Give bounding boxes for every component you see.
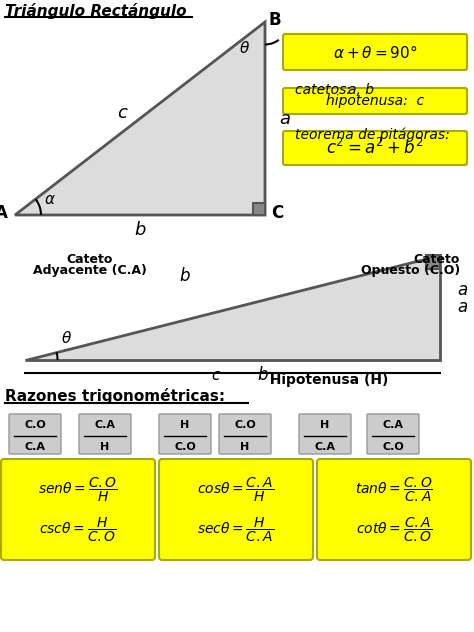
Text: a: a xyxy=(457,298,467,317)
Text: C.O: C.O xyxy=(24,420,46,430)
Text: Cateto: Cateto xyxy=(414,253,460,266)
Text: $cot\theta = \dfrac{C.A}{C.O}$: $cot\theta = \dfrac{C.A}{C.O}$ xyxy=(356,516,432,544)
FancyBboxPatch shape xyxy=(283,131,467,165)
Polygon shape xyxy=(15,22,265,215)
Text: Adyacente (C.A): Adyacente (C.A) xyxy=(33,264,147,277)
FancyBboxPatch shape xyxy=(159,459,313,560)
Text: H: H xyxy=(100,442,109,452)
Text: C.A: C.A xyxy=(94,420,116,430)
Text: C.A: C.A xyxy=(383,420,403,430)
Text: $tan\theta = \dfrac{C.O}{C.A}$: $tan\theta = \dfrac{C.O}{C.A}$ xyxy=(355,476,433,504)
Text: $csc\theta = \dfrac{H}{C.O}$: $csc\theta = \dfrac{H}{C.O}$ xyxy=(39,516,117,544)
Text: $\theta$: $\theta$ xyxy=(239,40,251,56)
FancyBboxPatch shape xyxy=(283,34,467,70)
Text: hipotenusa:  c: hipotenusa: c xyxy=(326,94,424,108)
Text: C.A: C.A xyxy=(315,442,336,452)
Text: a: a xyxy=(280,109,291,128)
FancyBboxPatch shape xyxy=(317,459,471,560)
Text: C.A: C.A xyxy=(25,442,46,452)
Text: A: A xyxy=(0,204,8,222)
Text: Opuesto (C.O): Opuesto (C.O) xyxy=(361,264,460,277)
Text: $c^2 = a^2 + b^2$: $c^2 = a^2 + b^2$ xyxy=(326,138,424,158)
Text: Razones trigonométricas:: Razones trigonométricas: xyxy=(5,388,225,404)
Text: C: C xyxy=(271,204,283,222)
FancyBboxPatch shape xyxy=(283,88,467,114)
FancyBboxPatch shape xyxy=(219,414,271,454)
Text: b: b xyxy=(134,221,146,239)
FancyBboxPatch shape xyxy=(1,459,155,560)
Text: $sen\theta = \dfrac{C.O}{H}$: $sen\theta = \dfrac{C.O}{H}$ xyxy=(38,476,118,504)
Text: H: H xyxy=(240,442,250,452)
Text: C.O: C.O xyxy=(234,420,256,430)
FancyBboxPatch shape xyxy=(159,414,211,454)
Bar xyxy=(426,255,440,269)
Text: C.O: C.O xyxy=(174,442,196,452)
FancyBboxPatch shape xyxy=(9,414,61,454)
Text: Triángulo Rectángulo: Triángulo Rectángulo xyxy=(5,3,187,19)
Text: C.O: C.O xyxy=(382,442,404,452)
Text: $\alpha$: $\alpha$ xyxy=(44,191,56,207)
Text: $cos\theta = \dfrac{C.A}{H}$: $cos\theta = \dfrac{C.A}{H}$ xyxy=(197,476,274,504)
Text: a: a xyxy=(457,281,467,299)
Bar xyxy=(253,203,265,215)
FancyBboxPatch shape xyxy=(367,414,419,454)
Text: b: b xyxy=(257,366,268,384)
Text: H: H xyxy=(320,420,329,430)
Text: c: c xyxy=(211,367,219,382)
Text: a, b: a, b xyxy=(348,83,374,97)
Text: catetos:: catetos: xyxy=(295,83,360,97)
Text: H: H xyxy=(181,420,190,430)
Text: $\alpha + \theta = 90°$: $\alpha + \theta = 90°$ xyxy=(333,44,417,61)
FancyBboxPatch shape xyxy=(299,414,351,454)
Text: Hipotenusa (H): Hipotenusa (H) xyxy=(260,373,388,387)
Text: $sec\theta = \dfrac{H}{C.A}$: $sec\theta = \dfrac{H}{C.A}$ xyxy=(197,516,274,544)
Polygon shape xyxy=(25,255,440,360)
Text: teorema de pitágoras:: teorema de pitágoras: xyxy=(295,127,450,142)
Text: $\theta$: $\theta$ xyxy=(62,330,73,346)
Text: B: B xyxy=(269,11,281,29)
Text: Cateto: Cateto xyxy=(67,253,113,266)
Text: b: b xyxy=(180,267,190,285)
FancyBboxPatch shape xyxy=(79,414,131,454)
Text: c: c xyxy=(117,104,127,123)
